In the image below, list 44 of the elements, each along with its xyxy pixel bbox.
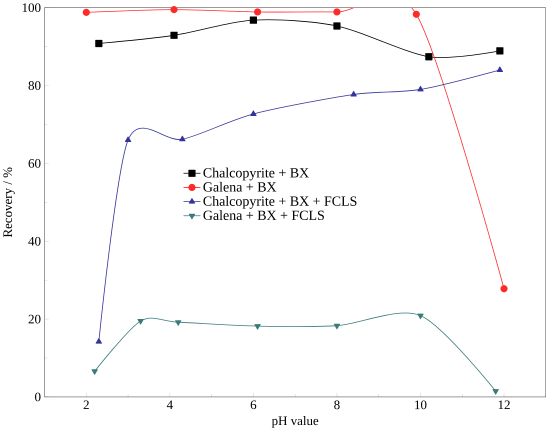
point: [95, 40, 102, 48]
point: [254, 324, 261, 330]
y-axis-title: Recovery / %: [3, 167, 15, 238]
y-tick-label: 40: [28, 236, 41, 246]
legend-label: Chalcopyrite + BX + FCLS: [203, 196, 356, 209]
x-tick-label: 4: [166, 400, 173, 409]
x-tick-label: 6: [250, 400, 256, 410]
y-tick-label: 60: [28, 158, 41, 168]
point: [333, 22, 341, 30]
point: [250, 110, 257, 116]
point: [82, 8, 90, 16]
x-tick-label: 10: [415, 400, 426, 410]
point: [91, 369, 98, 375]
x-axis-title: pH value: [272, 416, 318, 428]
x-tick-label: 12: [498, 400, 510, 409]
x-tick-label: 8: [334, 400, 340, 410]
point: [254, 8, 262, 16]
point: [492, 389, 499, 395]
legend-label: Galena + BX: [203, 182, 276, 192]
y-tick-label: 20: [28, 314, 41, 324]
point: [500, 285, 508, 292]
x-tick-label: 2: [84, 400, 89, 409]
y-tick-label: 80: [28, 81, 41, 90]
point: [96, 338, 102, 344]
y-tick-label: 0: [35, 392, 41, 402]
point: [170, 32, 178, 39]
point: [417, 314, 424, 320]
point: [175, 320, 182, 326]
point: [417, 86, 424, 92]
point: [350, 90, 357, 96]
point: [333, 8, 341, 16]
y-tick-label: 100: [22, 3, 41, 12]
point: [179, 136, 186, 142]
point: [412, 10, 420, 18]
point: [496, 66, 504, 72]
point: [170, 6, 178, 14]
legend-label: Galena + BX + FCLS: [203, 210, 324, 220]
point: [425, 53, 432, 60]
point: [137, 318, 144, 325]
point: [250, 16, 257, 24]
legend-label: Chalcopyrite + BX: [203, 168, 309, 180]
point: [496, 47, 504, 54]
point: [124, 136, 132, 142]
point: [334, 324, 340, 330]
